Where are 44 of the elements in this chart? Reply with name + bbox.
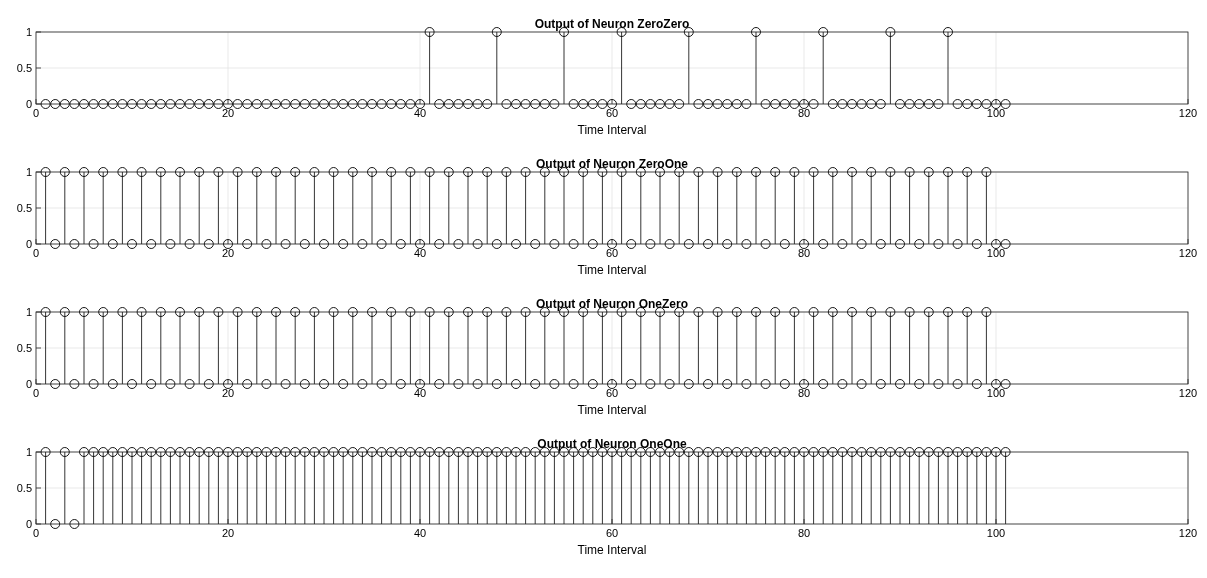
x-tick-label: 120	[1178, 527, 1198, 539]
y-tick-label: 0.5	[16, 202, 32, 214]
y-tick-label: 1	[25, 306, 32, 318]
y-tick-label: 0	[25, 378, 32, 390]
y-tick-label: 0	[25, 238, 32, 250]
x-tick-label: 100	[986, 527, 1006, 539]
chart-title: Output of Neuron OneZero	[536, 297, 688, 311]
x-axis-title: Time Interval	[577, 543, 647, 557]
x-tick-label: 20	[221, 527, 235, 539]
chart-title: Output of Neuron ZeroZero	[534, 17, 690, 31]
x-tick-label: 40	[413, 107, 427, 119]
x-tick-label: 120	[1178, 387, 1198, 399]
x-tick-label: 80	[797, 527, 811, 539]
y-tick-label: 1	[25, 26, 32, 38]
x-tick-label: 40	[413, 527, 427, 539]
x-axis-title: Time Interval	[577, 123, 647, 137]
chart-title: Output of Neuron OneOne	[537, 437, 687, 451]
x-tick-label: 80	[797, 387, 811, 399]
y-tick-label: 1	[25, 446, 32, 458]
x-tick-label: 80	[797, 107, 811, 119]
x-tick-label: 60	[605, 107, 619, 119]
chart-title: Output of Neuron ZeroOne	[536, 157, 689, 171]
x-tick-label: 100	[986, 247, 1006, 259]
y-tick-label: 0	[25, 98, 32, 110]
x-tick-label: 40	[413, 387, 427, 399]
x-axis-title: Time Interval	[577, 263, 647, 277]
x-tick-label: 60	[605, 527, 619, 539]
y-tick-label: 0	[25, 518, 32, 530]
x-tick-label: 60	[605, 247, 619, 259]
x-tick-label: 20	[221, 107, 235, 119]
x-tick-label: 120	[1178, 247, 1198, 259]
x-axis-title: Time Interval	[577, 403, 647, 417]
x-tick-label: 40	[413, 247, 427, 259]
y-tick-label: 0.5	[16, 342, 32, 354]
y-tick-label: 0.5	[16, 482, 32, 494]
x-tick-label: 80	[797, 247, 811, 259]
x-tick-label: 60	[605, 387, 619, 399]
y-tick-label: 1	[25, 166, 32, 178]
x-tick-label: 20	[221, 247, 235, 259]
y-tick-label: 0.5	[16, 62, 32, 74]
x-tick-label: 120	[1178, 107, 1198, 119]
x-tick-label: 100	[986, 107, 1006, 119]
x-tick-label: 100	[986, 387, 1006, 399]
x-tick-label: 20	[221, 387, 235, 399]
